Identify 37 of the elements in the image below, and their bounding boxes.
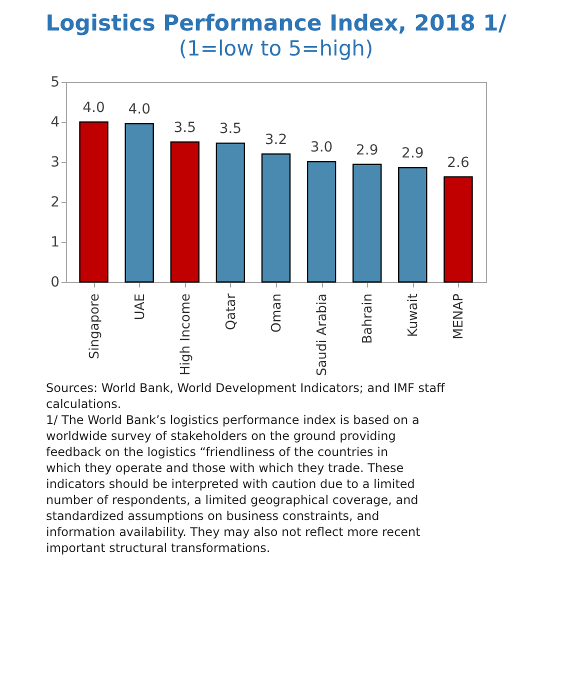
x-tick-label: Kuwait xyxy=(406,294,422,337)
bar xyxy=(444,176,473,283)
y-tick-label: 3 xyxy=(50,154,60,170)
x-tick-label: Saudi Arabia xyxy=(315,294,330,376)
data-label: 4.0 xyxy=(82,100,105,116)
bar xyxy=(124,123,154,283)
y-tick-label: 4 xyxy=(50,114,60,130)
bar xyxy=(170,141,200,283)
data-label: 3.2 xyxy=(264,132,288,148)
text: 1/ The World Bank’s logistics performance index is based on a worldwide survey of stakeholders on the ground providing feedback on the logistics “friendliness of the countries in which they operate and those with which they trade. These indicators should be interpreted with caution due to a limited number of respondents, a limited geographical coverage, and standardized assumptions on business constraints, and information availability. They may also not reflect more recent important structural transformations. xyxy=(46,413,420,555)
bar xyxy=(79,121,108,283)
bar xyxy=(261,153,291,283)
data-label: 3.0 xyxy=(310,140,333,156)
x-tick-label: MENAP xyxy=(452,293,467,340)
x-tick-label: UAE xyxy=(132,294,148,320)
chart-subtitle: (1=low to 5=high) xyxy=(178,36,374,60)
source-note: Sources: World Bank, World Development Indicators; and IMF staff calculations. xyxy=(46,381,446,411)
x-tick-label: High Income xyxy=(178,294,194,376)
data-label: 2.6 xyxy=(447,154,470,171)
y-tick-label: 0 xyxy=(50,274,60,290)
y-tick-label: 1 xyxy=(50,234,60,250)
y-tick-label: 2 xyxy=(50,194,60,210)
bar xyxy=(352,164,382,283)
x-tick-label: Singapore xyxy=(87,294,102,360)
bar xyxy=(216,142,246,283)
x-tick-label: Qatar xyxy=(224,292,239,330)
x-tick-label: Bahrain xyxy=(360,294,376,344)
chart-title: Logistics Performance Index, 2018 1/ xyxy=(46,12,508,36)
bar xyxy=(306,161,336,283)
x-tick-label: Oman xyxy=(270,294,284,333)
data-label: 3.5 xyxy=(219,121,242,138)
y-tick-label: 5 xyxy=(50,74,60,90)
data-label: 2.9 xyxy=(402,146,424,162)
data-label: 2.9 xyxy=(356,142,378,158)
data-label: 4.0 xyxy=(128,102,150,118)
data-label: 3.5 xyxy=(174,120,196,136)
bar xyxy=(398,167,428,283)
